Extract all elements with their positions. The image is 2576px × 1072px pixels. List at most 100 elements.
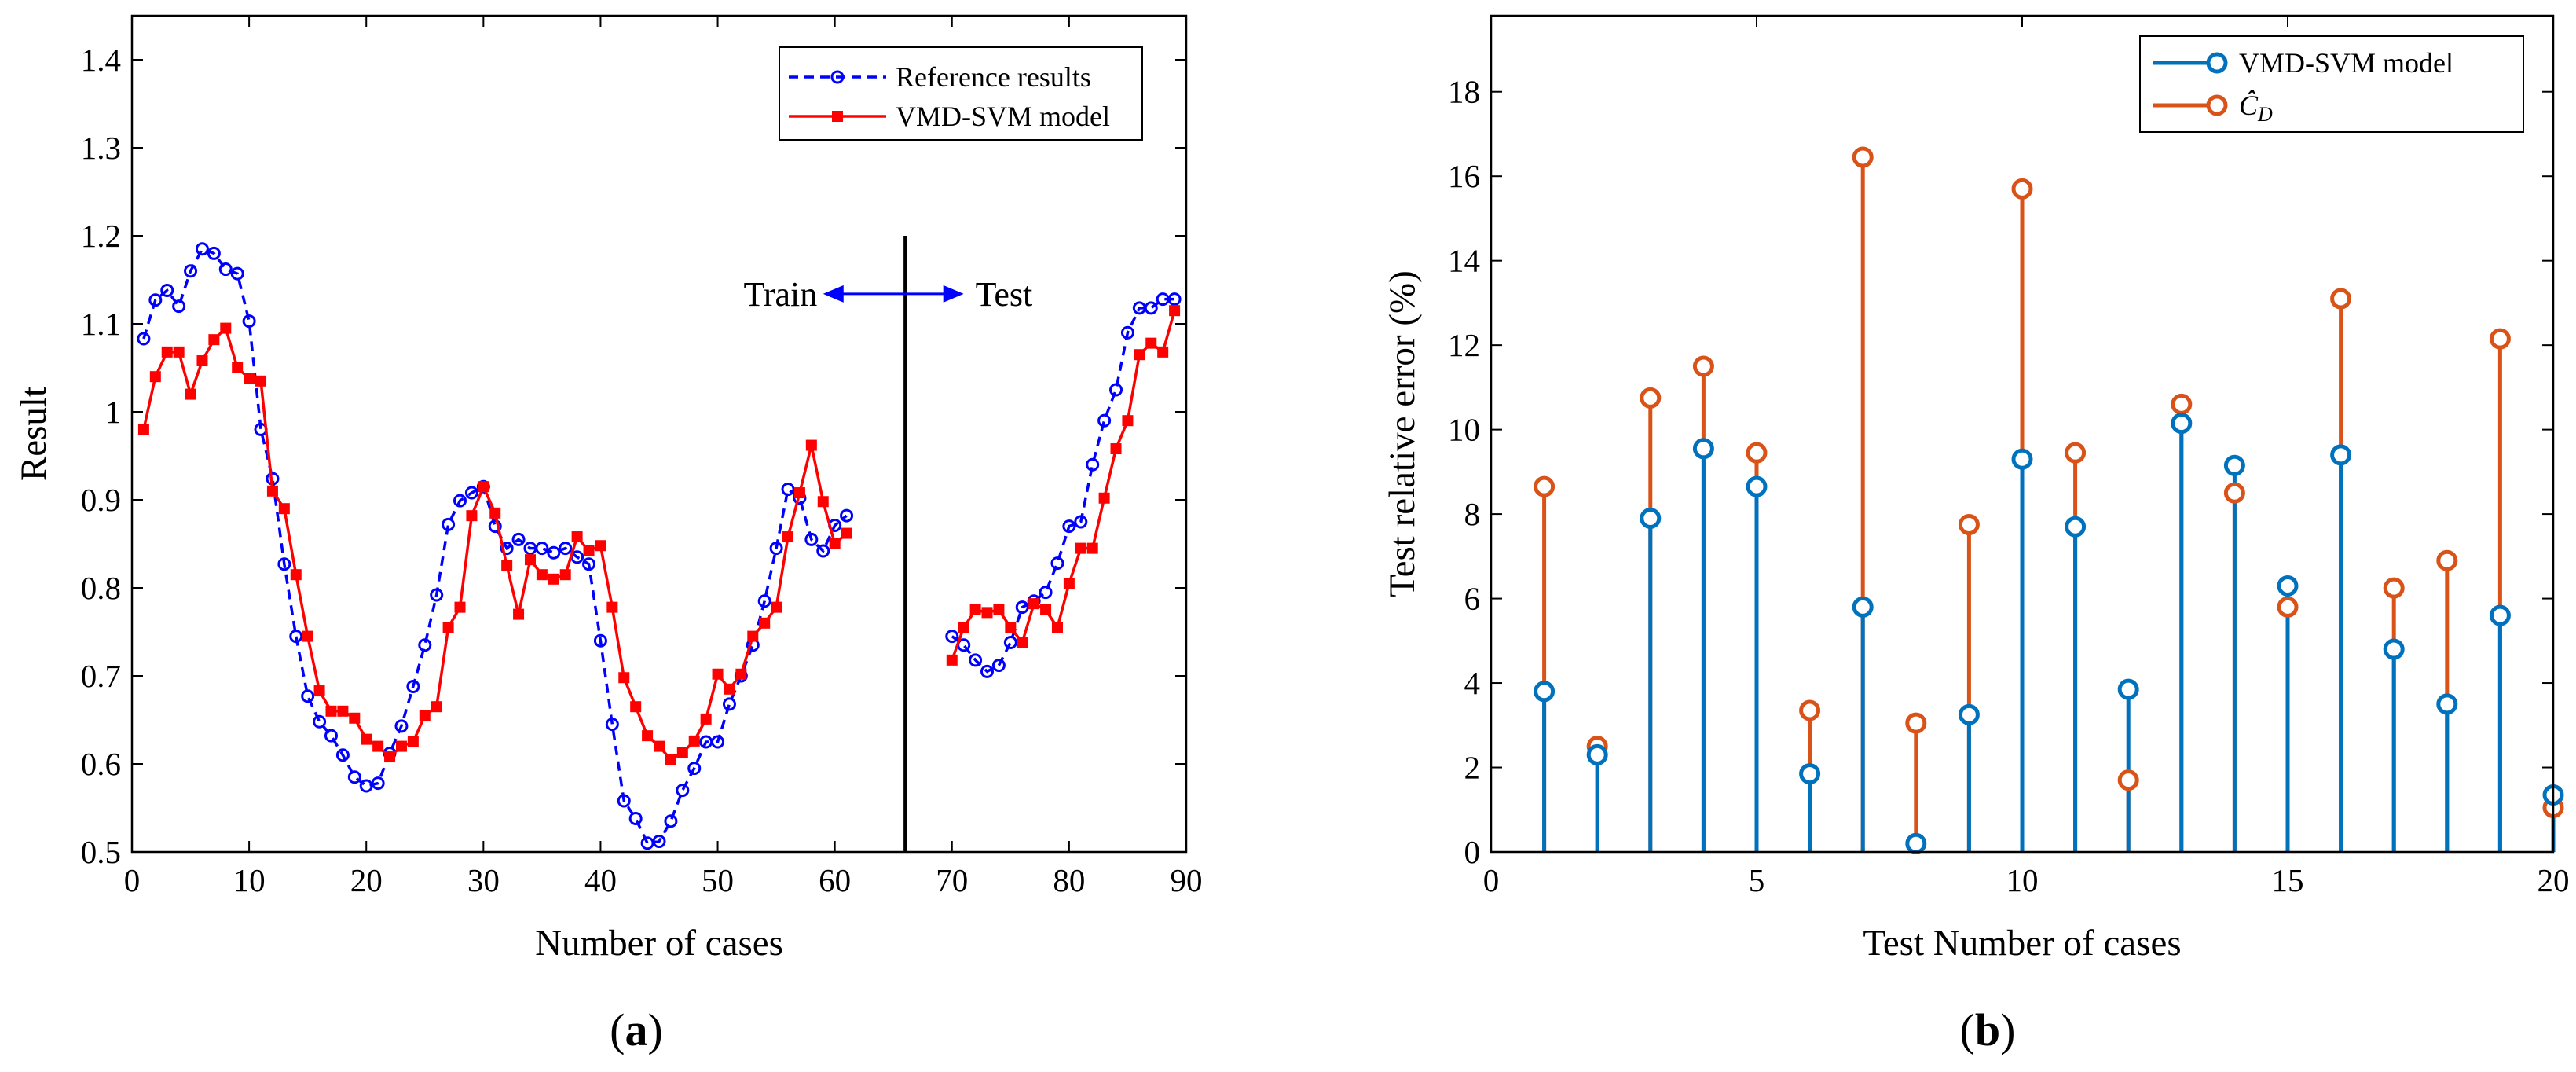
point-reference-results bbox=[137, 332, 151, 346]
point-vmd-svm-model bbox=[372, 740, 384, 752]
point-reference-results bbox=[195, 242, 209, 256]
point-vmd-svm-model bbox=[454, 601, 466, 613]
point-reference-results bbox=[991, 659, 1006, 673]
point-cd bbox=[2117, 769, 2139, 791]
point-vmd-svm-model bbox=[817, 496, 829, 508]
point-reference-results bbox=[816, 544, 830, 558]
y-tick-labels-a: 0.5 0.6 0.7 0.8 0.9 1 1.1 1.2 1.3 1.4 bbox=[81, 42, 121, 870]
x-axis-title-a: Number of cases bbox=[535, 923, 783, 964]
point-vmd-svm-model bbox=[431, 701, 442, 713]
point-vmd-svm-model bbox=[196, 355, 208, 367]
point-reference-results bbox=[301, 689, 315, 703]
x-tick-label-b: 20 bbox=[2538, 862, 2570, 898]
arrow-head-left bbox=[823, 285, 844, 303]
chart-panel-a: 0 10 20 30 40 50 60 70 80 90 0.5 0.6 0.7 0.8 0.9 1 1.1 1… bbox=[13, 14, 1203, 1055]
point-vmd-svm-model bbox=[688, 735, 700, 747]
point-cd bbox=[1852, 146, 1874, 168]
point-reference-results bbox=[453, 494, 467, 508]
x-tick-label-a: 80 bbox=[1053, 862, 1085, 898]
point-reference-results bbox=[347, 770, 361, 784]
annotation-train: Train bbox=[744, 275, 818, 314]
point-vmd-svm-model bbox=[771, 601, 782, 613]
point-vmd-svm-model bbox=[1640, 507, 1662, 529]
point-vmd-svm-model bbox=[2117, 678, 2139, 700]
point-reference-results bbox=[969, 653, 983, 667]
point-reference-results bbox=[1050, 556, 1064, 571]
point-reference-results bbox=[1074, 515, 1088, 529]
point-cd bbox=[1746, 442, 1768, 464]
point-cd bbox=[2065, 442, 2087, 464]
x-tick-labels-b: 0 5 10 15 20 bbox=[1483, 862, 2570, 898]
y-tick-label-b: 12 bbox=[1448, 327, 1480, 363]
point-vmd-svm-model bbox=[137, 424, 149, 435]
point-vmd-svm-model bbox=[1134, 349, 1145, 361]
point-cd bbox=[2330, 288, 2352, 310]
point-reference-results bbox=[324, 729, 338, 743]
point-vmd-svm-model bbox=[793, 487, 805, 499]
y-tick-label-b: 8 bbox=[1464, 496, 1481, 532]
point-vmd-svm-model bbox=[548, 573, 559, 585]
point-vmd-svm-model bbox=[185, 388, 196, 400]
axes-box-a bbox=[130, 14, 1188, 854]
series-b bbox=[1534, 146, 2564, 854]
point-vmd-svm-model bbox=[981, 607, 993, 619]
point-vmd-svm-model bbox=[384, 751, 396, 763]
point-vmd-svm-model bbox=[313, 685, 325, 697]
point-reference-results bbox=[711, 735, 725, 749]
legend-box-b bbox=[2139, 35, 2524, 133]
point-reference-results bbox=[1120, 325, 1134, 340]
legend-marker bbox=[2206, 52, 2228, 74]
point-vmd-svm-model bbox=[700, 713, 712, 725]
point-vmd-svm-model bbox=[747, 630, 759, 642]
point-reference-results bbox=[230, 266, 244, 281]
point-cd bbox=[2436, 549, 2458, 571]
point-reference-results bbox=[335, 748, 350, 762]
point-vmd-svm-model bbox=[782, 531, 794, 543]
point-vmd-svm-model bbox=[325, 705, 337, 717]
y-tick-labels-b: 0 2 4 6 8 10 12 14 16 18 bbox=[1448, 74, 1480, 870]
legend-marker bbox=[830, 70, 845, 84]
legend-label: VMD-SVM model bbox=[2239, 47, 2453, 79]
point-reference-results bbox=[593, 633, 607, 648]
x-tick-label-a: 90 bbox=[1171, 862, 1203, 898]
x-tick-label-b: 5 bbox=[1749, 862, 1765, 898]
point-vmd-svm-model bbox=[501, 560, 513, 571]
x-axis-title-b: Test Number of cases bbox=[1863, 923, 2181, 964]
point-vmd-svm-model bbox=[337, 705, 349, 717]
point-cd bbox=[2489, 328, 2511, 350]
point-reference-results bbox=[1003, 635, 1017, 649]
point-reference-results bbox=[418, 638, 432, 652]
point-reference-results bbox=[148, 293, 163, 307]
point-vmd-svm-model bbox=[466, 510, 478, 522]
point-reference-results bbox=[464, 486, 478, 500]
point-reference-results bbox=[359, 779, 373, 793]
point-reference-results bbox=[1167, 292, 1182, 307]
point-vmd-svm-model bbox=[513, 608, 525, 620]
point-vmd-svm-model bbox=[278, 503, 290, 515]
point-vmd-svm-model bbox=[571, 531, 583, 543]
point-vmd-svm-model bbox=[805, 439, 817, 451]
point-reference-results bbox=[406, 679, 420, 693]
y-axis-title-a: Result bbox=[13, 387, 54, 481]
panel-label-a: (a) bbox=[610, 1004, 663, 1055]
y-tick-label-b: 18 bbox=[1448, 74, 1480, 110]
point-vmd-svm-model bbox=[759, 617, 771, 629]
point-cd bbox=[2277, 596, 2299, 618]
point-vmd-svm-model bbox=[1586, 743, 1608, 765]
point-vmd-svm-model bbox=[969, 604, 981, 615]
point-reference-results bbox=[840, 508, 854, 523]
point-vmd-svm-model bbox=[724, 683, 735, 695]
y-tick-label-a: 1 bbox=[105, 394, 122, 430]
point-vmd-svm-model bbox=[1169, 305, 1181, 317]
point-vmd-svm-model bbox=[735, 668, 747, 680]
y-tick-label-b: 16 bbox=[1448, 158, 1480, 194]
point-reference-results bbox=[207, 246, 221, 260]
point-vmd-svm-model bbox=[1799, 763, 1821, 785]
point-vmd-svm-model bbox=[2489, 604, 2511, 626]
point-cd bbox=[1692, 355, 1714, 377]
point-vmd-svm-model bbox=[244, 373, 255, 384]
point-vmd-svm-model bbox=[395, 740, 407, 752]
point-vmd-svm-model bbox=[1692, 438, 1714, 460]
x-tick-label-a: 40 bbox=[584, 862, 617, 898]
point-vmd-svm-model bbox=[1534, 681, 1555, 703]
